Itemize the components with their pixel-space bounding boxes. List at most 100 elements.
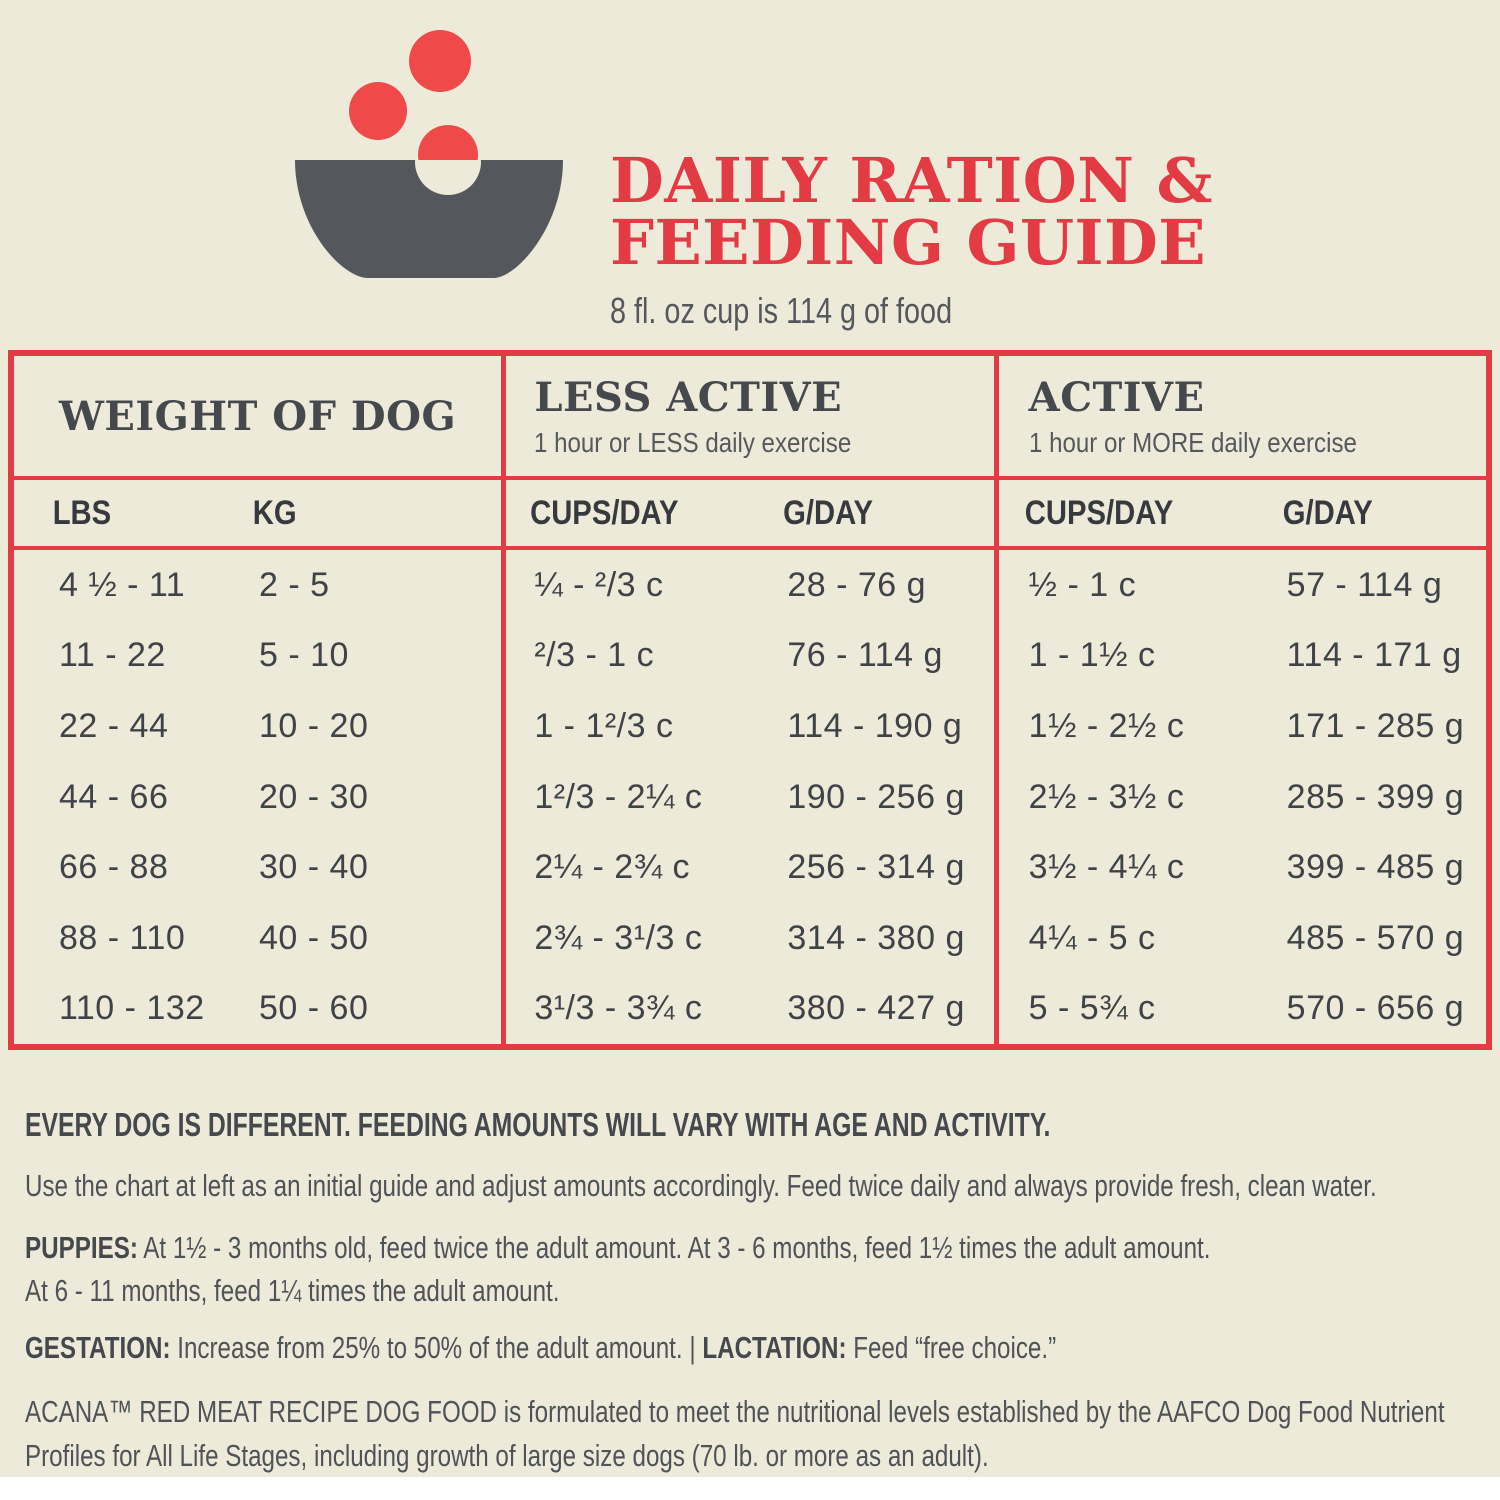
kibble-dot-left: [349, 82, 407, 140]
table-cell-active-cups: 3½ - 4¼ c: [1028, 848, 1185, 887]
table-cell-kg: 10 - 20: [259, 706, 369, 745]
table-row: 2¼ - 2¾ c 256 - 314 g: [506, 832, 993, 903]
table-row: 44 - 66 20 - 30: [14, 762, 501, 833]
column-header-cups-day: CUPS/DAY: [1024, 493, 1173, 532]
footer-heading: EVERY DOG IS DIFFERENT. FEEDING AMOUNTS …: [25, 1106, 1051, 1143]
group-less-active: LESS ACTIVE 1 hour or LESS daily exercis…: [501, 356, 994, 1044]
table-cell-less-active-g: 114 - 190 g: [787, 706, 963, 745]
table-cell-lbs: 4 ½ - 11: [59, 565, 186, 604]
page-title-line2: FEEDING GUIDE: [610, 206, 1207, 279]
table-cell-lbs: 66 - 88: [59, 848, 169, 887]
table-cell-active-g: 485 - 570 g: [1286, 918, 1465, 957]
table-row: 4¼ - 5 c 485 - 570 g: [999, 903, 1486, 974]
group-rows: ½ - 1 c 57 - 114 g 1 - 1½ c 114 - 171 g 1½ -…: [999, 550, 1486, 1044]
group-header: LESS ACTIVE 1 hour or LESS daily exercis…: [506, 356, 994, 480]
page-subtitle: 8 fl. oz cup is 114 g of food: [610, 290, 953, 331]
table-cell-less-active-g: 380 - 427 g: [787, 989, 965, 1028]
table-cell-less-active-cups: 2¾ - 3¹/3 c: [534, 918, 703, 957]
table-cell-kg: 50 - 60: [259, 989, 369, 1028]
table-row: 3¹/3 - 3¾ c 380 - 427 g: [506, 973, 993, 1044]
table-row: 5 - 5¾ c 570 - 656 g: [999, 973, 1486, 1044]
footer-aafco-line2: Profiles for All Life Stages, including …: [25, 1438, 989, 1473]
table-cell-kg: 20 - 30: [259, 777, 369, 816]
lactation-label: LACTATION:: [702, 1330, 847, 1365]
table-cell-active-g: 399 - 485 g: [1286, 848, 1465, 887]
table-cell-less-active-cups: 3¹/3 - 3¾ c: [534, 989, 703, 1028]
bowl-with-kibble-icon: [280, 25, 580, 285]
bottom-white-strip: [0, 1477, 1500, 1500]
footer-intro: Use the chart at left as an initial guid…: [25, 1168, 1377, 1203]
table-cell-lbs: 22 - 44: [59, 706, 169, 745]
table-row: 22 - 44 10 - 20: [14, 691, 501, 762]
group-active: ACTIVE 1 hour or MORE daily exercise CUP…: [993, 356, 1486, 1044]
group-title: LESS ACTIVE: [534, 373, 843, 421]
column-header-row: CUPS/DAY G/DAY: [506, 480, 994, 550]
table-cell-less-active-cups: 2¼ - 2¾ c: [534, 848, 691, 887]
group-title: WEIGHT OF DOG: [59, 392, 457, 440]
table-cell-kg: 2 - 5: [259, 565, 330, 604]
table-cell-active-cups: 5 - 5¾ c: [1028, 989, 1156, 1028]
table-row: 1½ - 2½ c 171 - 285 g: [999, 691, 1486, 762]
table-cell-active-cups: 2½ - 3½ c: [1028, 777, 1185, 816]
table-cell-less-active-g: 256 - 314 g: [787, 848, 965, 887]
table-row: ¼ - ²/3 c 28 - 76 g: [506, 550, 993, 621]
table-cell-less-active-g: 190 - 256 g: [787, 777, 965, 816]
feeding-table: WEIGHT OF DOG LBS KG 4 ½ - 11 2 - 5 11 - 2…: [8, 350, 1492, 1050]
table-row: 1²/3 - 2¼ c 190 - 256 g: [506, 762, 993, 833]
footer-puppies-line2: At 6 - 11 months, feed 1¼ times the adul…: [25, 1273, 560, 1308]
group-title: ACTIVE: [1028, 373, 1205, 421]
table-cell-less-active-cups: 1²/3 - 2¼ c: [534, 777, 703, 816]
table-cell-less-active-g: 76 - 114 g: [787, 636, 943, 675]
table-row: 11 - 22 5 - 10: [14, 621, 501, 692]
group-header: ACTIVE 1 hour or MORE daily exercise: [998, 356, 1486, 480]
group-rows: ¼ - ²/3 c 28 - 76 g ²/3 - 1 c 76 - 114 g 1 -…: [506, 550, 993, 1044]
puppies-label: PUPPIES:: [25, 1230, 138, 1265]
table-row: ½ - 1 c 57 - 114 g: [999, 550, 1486, 621]
table-cell-less-active-cups: ¼ - ²/3 c: [534, 565, 664, 604]
column-header-row: CUPS/DAY G/DAY: [998, 480, 1486, 550]
table-row: ²/3 - 1 c 76 - 114 g: [506, 621, 993, 692]
group-subtitle: 1 hour or MORE daily exercise: [1028, 426, 1357, 458]
column-header-lbs: LBS: [52, 493, 112, 532]
column-header-g-day: G/DAY: [783, 493, 874, 532]
page-title-block: DAILY RATION & FEEDING GUIDE 8 fl. oz cu…: [610, 150, 1213, 332]
table-cell-less-active-cups: ²/3 - 1 c: [534, 636, 655, 675]
column-header-cups-day: CUPS/DAY: [530, 493, 679, 532]
table-cell-lbs: 110 - 132: [59, 989, 205, 1028]
table-cell-active-g: 114 - 171 g: [1286, 636, 1462, 675]
kibble-dot-falling: [418, 125, 478, 160]
table-cell-active-g: 570 - 656 g: [1286, 989, 1465, 1028]
table-row: 2½ - 3½ c 285 - 399 g: [999, 762, 1486, 833]
group-rows: 4 ½ - 11 2 - 5 11 - 22 5 - 10 22 - 44 10 - 20…: [14, 550, 501, 1044]
table-row: 110 - 132 50 - 60: [14, 973, 501, 1044]
group-weight-of-dog: WEIGHT OF DOG LBS KG 4 ½ - 11 2 - 5 11 - 2…: [14, 356, 502, 1044]
page-title-line1: DAILY RATION &: [610, 144, 1213, 217]
table-cell-kg: 5 - 10: [259, 636, 349, 675]
table-cell-lbs: 88 - 110: [59, 918, 186, 957]
kibble-dot-top: [409, 30, 471, 92]
gestation-label: GESTATION:: [25, 1330, 171, 1365]
table-cell-active-cups: 1½ - 2½ c: [1028, 706, 1185, 745]
group-subtitle: 1 hour or LESS daily exercise: [534, 426, 852, 458]
gestation-text: Increase from 25% to 50% of the adult am…: [170, 1330, 703, 1365]
footer-aafco-line1: ACANA™ RED MEAT RECIPE DOG FOOD is formu…: [25, 1394, 1445, 1429]
bowl-shape: [295, 160, 563, 278]
footer-gestation-lactation: GESTATION: Increase from 25% to 50% of t…: [25, 1330, 1056, 1366]
puppies-text1: At 1½ - 3 months old, feed twice the adu…: [137, 1230, 1211, 1265]
table-cell-less-active-g: 314 - 380 g: [787, 918, 965, 957]
column-header-row: LBS KG: [14, 480, 502, 550]
table-cell-kg: 40 - 50: [259, 918, 369, 957]
table-cell-lbs: 11 - 22: [59, 636, 166, 675]
table-row: 3½ - 4¼ c 399 - 485 g: [999, 832, 1486, 903]
table-cell-lbs: 44 - 66: [59, 777, 169, 816]
column-header-g-day: G/DAY: [1282, 493, 1373, 532]
table-cell-less-active-cups: 1 - 1²/3 c: [534, 706, 674, 745]
lactation-text: Feed “free choice.”: [846, 1330, 1057, 1365]
table-row: 2¾ - 3¹/3 c 314 - 380 g: [506, 903, 993, 974]
table-row: 4 ½ - 11 2 - 5: [14, 550, 501, 621]
table-cell-less-active-g: 28 - 76 g: [787, 565, 927, 604]
footer-puppies-line1: PUPPIES: At 1½ - 3 months old, feed twic…: [25, 1230, 1210, 1266]
table-cell-kg: 30 - 40: [259, 848, 369, 887]
table-row: 1 - 1²/3 c 114 - 190 g: [506, 691, 993, 762]
